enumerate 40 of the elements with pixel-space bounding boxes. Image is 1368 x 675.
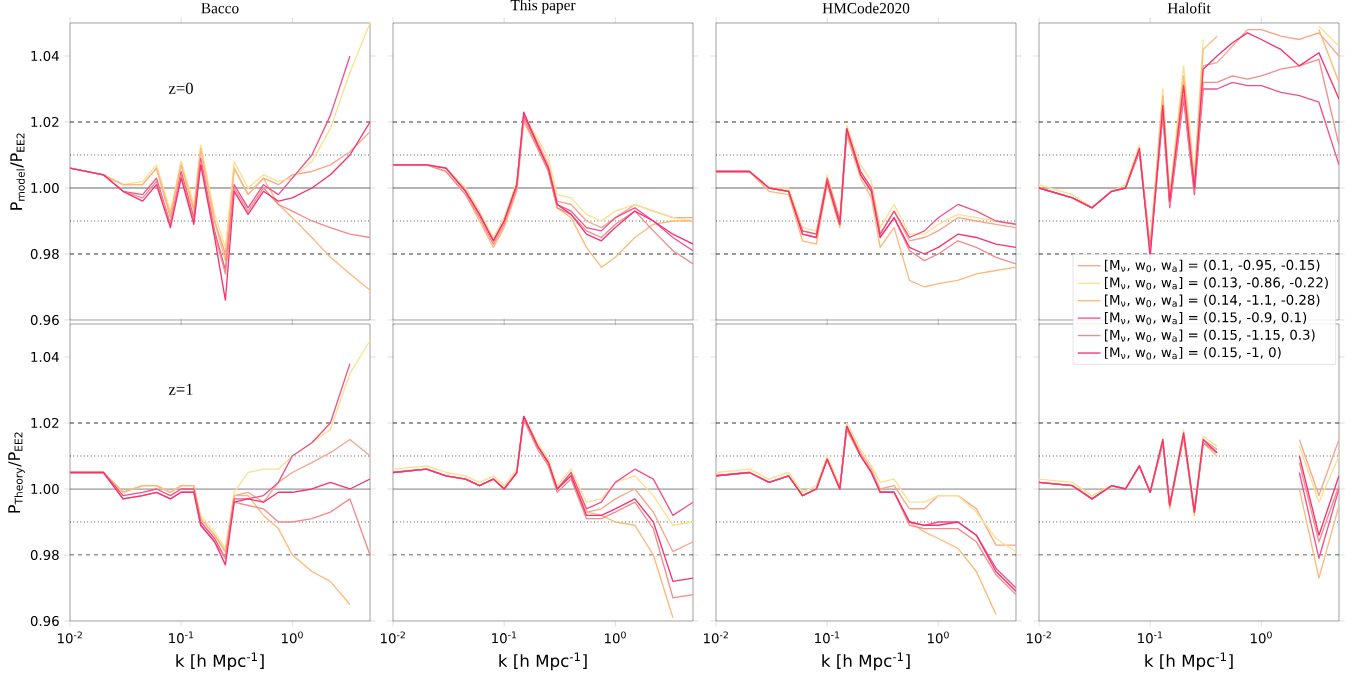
x-tick-label: 10$^{-1}$ <box>492 631 517 644</box>
x-tick-label: 10$^{0}$ <box>604 631 626 644</box>
x-tick-label: 10$^{-1}$ <box>815 631 840 644</box>
x-axis-title: k [h Mpc$^{-1}$] <box>1145 652 1233 671</box>
y-axis-title: P$_{model}$/P$_{EE2}$ <box>10 133 25 210</box>
legend-label: [M$_{ν}$, w$_{0}$, w$_{a}$] = (0.13, -0.86, -0.22) <box>1104 277 1328 290</box>
chart-title: HMCode2020 <box>822 2 910 14</box>
x-tick-label: 10$^{-2}$ <box>58 631 82 644</box>
x-axis-title: k [h Mpc$^{-1}$] <box>822 652 910 671</box>
legend-label: [M$_{ν}$, w$_{0}$, w$_{a}$] = (0.14, -1.1, -0.28) <box>1104 294 1320 308</box>
y-tick-label: 1.04 <box>31 351 59 363</box>
y-tick-label: 0.96 <box>30 314 59 326</box>
x-tick-label: 10$^{0}$ <box>927 631 949 644</box>
x-tick-label: 10$^{-1}$ <box>169 631 194 644</box>
y-tick-label: 1.02 <box>31 116 59 128</box>
legend-label: [M$_{ν}$, w$_{0}$, w$_{a}$] = (0.15, -1, 0) <box>1104 346 1281 360</box>
x-axis-title: k [h Mpc$^{-1}$] <box>499 652 587 671</box>
chart-title: This paper <box>510 0 576 14</box>
x-tick-label: 10$^{0}$ <box>1250 631 1272 644</box>
x-tick-label: 10$^{-1}$ <box>1138 631 1163 644</box>
annotation: z=0 <box>168 82 193 94</box>
legend-label: [M$_{ν}$, w$_{0}$, w$_{a}$] = (0.15, -0.9, 0.1) <box>1104 312 1307 325</box>
x-tick-label: 10$^{-2}$ <box>381 631 405 644</box>
y-axis-title: P$_{Theory}$/P$_{EE2}$ <box>8 432 25 513</box>
chart-title: Halofit <box>1167 2 1211 14</box>
x-tick-label: 10$^{-2}$ <box>704 631 728 644</box>
x-axis-title: k [h Mpc$^{-1}$] <box>176 652 264 671</box>
y-tick-label: 1.00 <box>31 182 59 194</box>
legend-label: [M$_{ν}$, w$_{0}$, w$_{a}$] = (0.1, -0.95, -0.15) <box>1104 259 1320 273</box>
x-tick-label: 10$^{-2}$ <box>1026 631 1051 644</box>
y-tick-label: 1.00 <box>31 483 59 495</box>
chart-title: Bacco <box>201 3 239 14</box>
y-tick-label: 1.02 <box>31 417 59 429</box>
y-tick-label: 0.98 <box>30 549 59 561</box>
annotation: z=1 <box>168 383 193 395</box>
legend-label: [M$_{ν}$, w$_{0}$, w$_{a}$] = (0.15, -1.15, 0.3) <box>1104 329 1315 343</box>
y-tick-label: 0.98 <box>30 248 59 260</box>
y-tick-label: 1.04 <box>31 50 59 62</box>
x-tick-label: 10$^{0}$ <box>281 631 303 644</box>
y-tick-label: 0.96 <box>30 615 59 627</box>
